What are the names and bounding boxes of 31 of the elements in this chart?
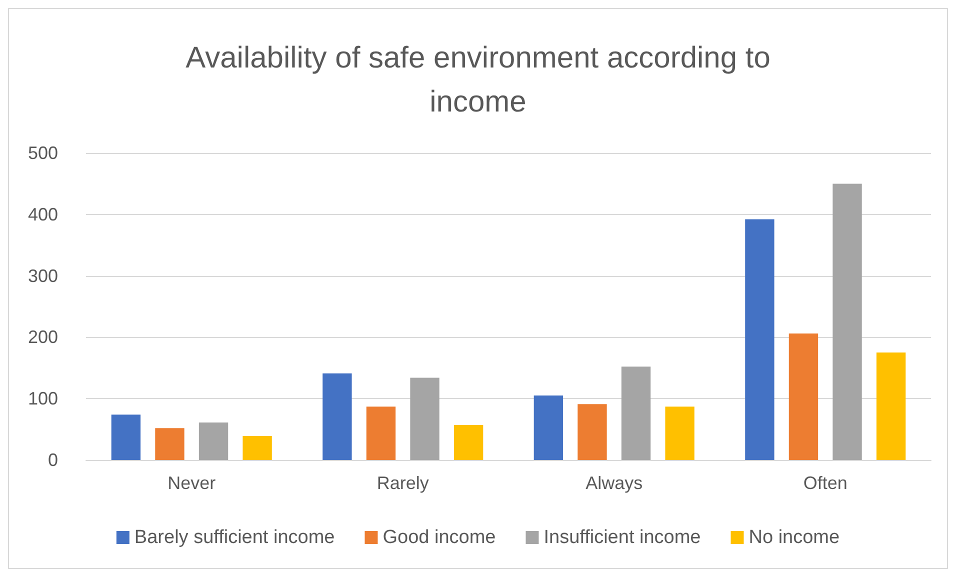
bar bbox=[454, 425, 484, 460]
y-tick-label: 300 bbox=[28, 266, 58, 286]
bar bbox=[665, 406, 694, 460]
y-tick-label: 400 bbox=[28, 204, 58, 224]
bar bbox=[198, 422, 228, 460]
bar bbox=[876, 352, 906, 460]
bar bbox=[534, 396, 564, 460]
chart-title: Availability of safe environment according to income bbox=[186, 42, 770, 118]
bar bbox=[745, 219, 774, 460]
legend-label: Barely sufficient income bbox=[134, 527, 335, 548]
x-tick-label: Never bbox=[168, 473, 216, 493]
bar bbox=[242, 436, 272, 460]
bar bbox=[578, 404, 607, 460]
x-tick-label: Always bbox=[586, 473, 643, 493]
bar bbox=[111, 414, 141, 460]
bar bbox=[366, 406, 396, 460]
bar bbox=[621, 366, 651, 460]
bar bbox=[788, 334, 818, 460]
y-tick-label: 200 bbox=[28, 327, 58, 348]
x-tick-label: Often bbox=[803, 473, 848, 493]
bar bbox=[322, 373, 352, 460]
legend-label: No income bbox=[748, 527, 840, 548]
bar bbox=[832, 184, 862, 460]
legend-label: Insufficient income bbox=[544, 527, 701, 548]
y-tick-label: 100 bbox=[28, 388, 58, 409]
bar bbox=[410, 378, 440, 460]
bar bbox=[155, 428, 184, 460]
x-tick-label: Rarely bbox=[376, 473, 429, 493]
y-tick-label: 500 bbox=[28, 143, 58, 163]
y-tick-label: 0 bbox=[48, 450, 58, 470]
legend-label: Good income bbox=[382, 527, 496, 548]
